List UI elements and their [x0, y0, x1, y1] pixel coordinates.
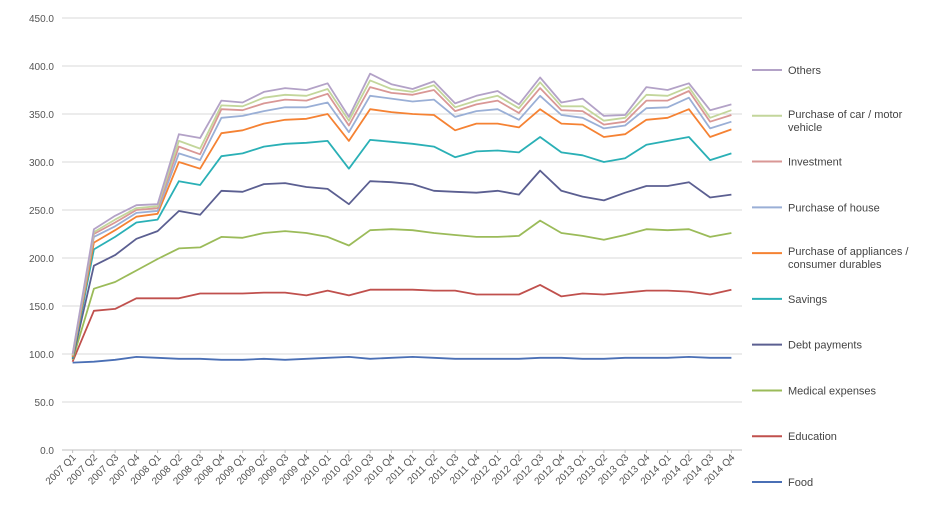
y-axis: 0.0 50.0 100.0 150.0 200.0 250.0 300.0 350.0 400… [29, 14, 54, 457]
y-tick-label: 200.0 [29, 254, 54, 265]
series-line-2 [71, 219, 732, 361]
legend-label: Purchase of house [788, 202, 880, 214]
legend-label: Food [788, 477, 813, 489]
series-lines [71, 72, 732, 364]
legend-label: Savings [788, 294, 828, 306]
legend: Others Purchase of car / motor vehicle Inve… [752, 65, 909, 489]
series-line-0 [72, 355, 732, 364]
series-line-9 [71, 72, 732, 355]
series-line-4 [71, 136, 732, 358]
grid-lines [62, 17, 742, 451]
series-line-8 [71, 79, 732, 356]
legend-label: Others [788, 65, 822, 77]
y-tick-label: 350.0 [29, 110, 54, 121]
legend-label: Debt payments [788, 340, 862, 352]
legend-label: Purchase of car / motor vehicle [788, 109, 903, 134]
y-tick-label: 450.0 [29, 14, 54, 25]
y-tick-label: 50.0 [35, 398, 55, 409]
y-tick-label: 150.0 [29, 302, 54, 313]
legend-label: Medical expenses [788, 385, 877, 397]
legend-label: Purchase of appliances / consumer durable… [788, 246, 909, 271]
series-line-1 [71, 283, 732, 363]
y-tick-label: 400.0 [29, 62, 54, 73]
y-tick-label: 100.0 [29, 350, 54, 361]
y-tick-label: 0.0 [40, 446, 54, 457]
y-tick-label: 250.0 [29, 206, 54, 217]
legend-label: Investment [788, 157, 842, 169]
series-line-6 [71, 94, 732, 357]
series-line-5 [71, 108, 732, 358]
y-tick-label: 300.0 [29, 158, 54, 169]
legend-label: Education [788, 431, 837, 443]
series-line-7 [71, 86, 732, 357]
series-line-3 [71, 169, 732, 360]
